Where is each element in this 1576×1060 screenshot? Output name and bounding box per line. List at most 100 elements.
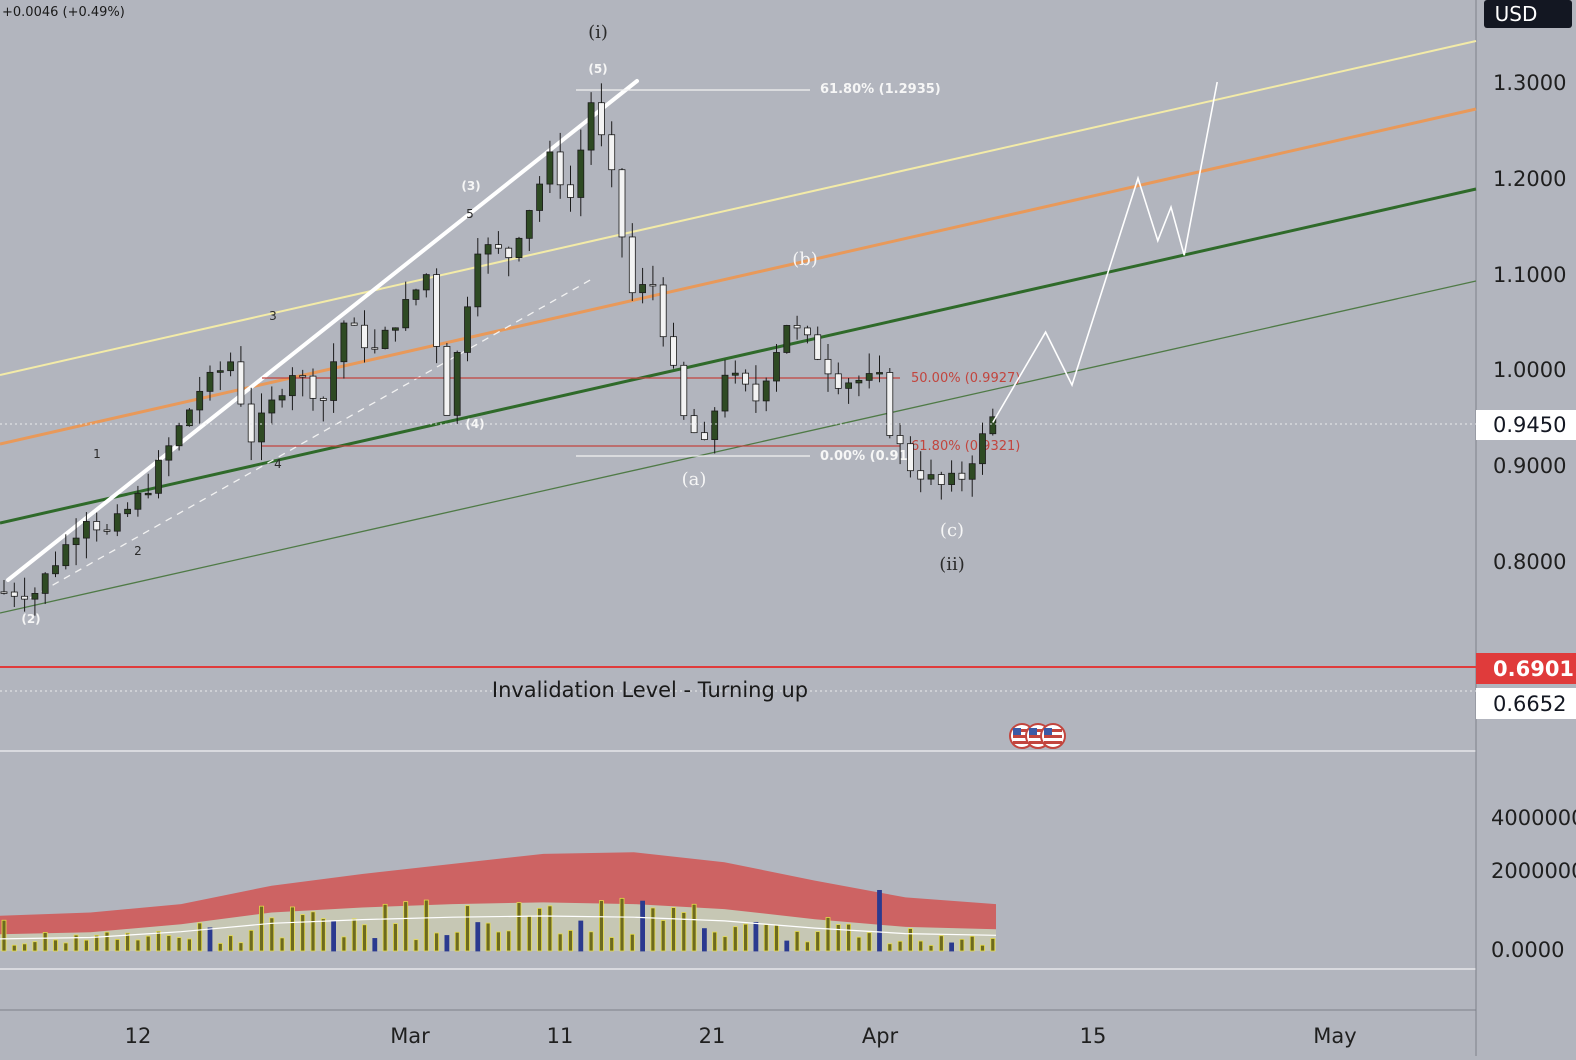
candle-body[interactable] (299, 375, 307, 378)
candle-body[interactable] (927, 474, 935, 480)
candle-body[interactable] (350, 322, 358, 326)
candle-body[interactable] (453, 352, 461, 416)
wave-projection-path[interactable] (992, 81, 1218, 423)
impulse-dashed-line[interactable] (29, 278, 593, 599)
candle-body[interactable] (907, 443, 914, 472)
candle-body[interactable] (834, 373, 842, 389)
candle-body[interactable] (464, 306, 471, 353)
candle-body[interactable] (711, 410, 719, 441)
green-channel-line[interactable] (0, 187, 1477, 525)
candle-body[interactable] (587, 102, 595, 151)
candle-body[interactable] (855, 379, 863, 384)
candle-body[interactable] (227, 361, 235, 372)
candle-body[interactable] (721, 374, 729, 412)
candle-body[interactable] (185, 409, 193, 427)
candle-body[interactable] (41, 573, 49, 594)
impulse-trendline[interactable] (6, 79, 639, 582)
candle-body[interactable] (628, 236, 636, 294)
candle-body[interactable] (21, 595, 29, 600)
candle-body[interactable] (701, 432, 708, 441)
candle-body[interactable] (258, 412, 265, 443)
fibonacci-upper[interactable]: 61.80% (1.2935) 0.00% (0.91 (576, 82, 941, 464)
candle-body[interactable] (845, 382, 852, 389)
candle-body[interactable] (93, 521, 101, 531)
currency-badge[interactable] (1484, 0, 1572, 28)
candle-body[interactable] (546, 151, 554, 185)
candle-body[interactable] (567, 184, 574, 198)
candle-body[interactable] (814, 334, 822, 360)
volume-axis[interactable]: 4000000 2000000 0.0000 (1491, 806, 1576, 962)
candle-body[interactable] (525, 210, 533, 239)
time-axis[interactable]: 12 Mar 11 21 Apr 15 May (125, 1024, 1357, 1048)
candle-body[interactable] (72, 537, 80, 546)
candle-body[interactable] (10, 591, 18, 597)
candle-body[interactable] (649, 284, 657, 287)
fibonacci-lower[interactable]: 50.00% (0.9927) 61.80% (0.9321) (262, 371, 1020, 454)
thin-green-channel-line[interactable] (0, 280, 1477, 614)
candle-body[interactable] (216, 370, 224, 373)
candle-body[interactable] (196, 390, 204, 411)
candle-body[interactable] (896, 435, 904, 445)
candle-body[interactable] (948, 472, 955, 485)
candle-body[interactable] (247, 403, 255, 443)
candle-body[interactable] (340, 322, 348, 363)
price-axis[interactable]: USD 1.3000 1.2000 1.1000 1.0000 0.9000 0… (1476, 0, 1576, 719)
candle-body[interactable] (474, 253, 482, 308)
candle-body[interactable] (237, 361, 245, 405)
candle-body[interactable] (505, 247, 513, 258)
candle-body[interactable] (639, 284, 646, 294)
candle-body[interactable] (62, 544, 70, 567)
candle-body[interactable] (402, 299, 410, 329)
candle-body[interactable] (155, 459, 162, 494)
candle-body[interactable] (412, 289, 420, 300)
lower-level-price-badge[interactable] (1476, 688, 1576, 719)
candle-body[interactable] (443, 346, 451, 416)
candle-body[interactable] (103, 529, 111, 532)
candle-body[interactable] (433, 274, 441, 347)
candle-body[interactable] (886, 372, 894, 436)
candle-body[interactable] (937, 474, 945, 485)
us-flag-icon[interactable] (1040, 723, 1066, 749)
candle-body[interactable] (484, 244, 492, 255)
orange-channel-line[interactable] (0, 107, 1477, 446)
candle-body[interactable] (670, 336, 677, 366)
candle-body[interactable] (618, 169, 626, 238)
current-price-badge[interactable] (1476, 410, 1576, 440)
candle-body[interactable] (330, 361, 338, 401)
candle-body[interactable] (680, 364, 688, 417)
candle-body[interactable] (144, 492, 152, 496)
candle-body[interactable] (752, 383, 760, 402)
candle-body[interactable] (958, 472, 966, 480)
candle-body[interactable] (793, 325, 801, 329)
candle-body[interactable] (536, 183, 543, 211)
candle-body[interactable] (494, 244, 502, 249)
candle-body[interactable] (381, 329, 389, 349)
candle-body[interactable] (608, 134, 616, 171)
candle-body[interactable] (659, 284, 667, 338)
economic-event-icons[interactable] (1009, 723, 1066, 749)
candle-body[interactable] (989, 416, 997, 435)
candle-body[interactable] (391, 327, 399, 331)
invalidation-price-badge[interactable] (1476, 653, 1576, 684)
candle-body[interactable] (165, 445, 173, 461)
yellow-channel-line[interactable] (0, 40, 1477, 376)
candle-body[interactable] (742, 372, 749, 385)
candle-body[interactable] (288, 375, 296, 397)
candle-body[interactable] (134, 492, 142, 510)
candle-body[interactable] (865, 373, 873, 381)
candle-body[interactable] (268, 399, 276, 414)
candle-body[interactable] (556, 151, 564, 186)
candle-body[interactable] (319, 397, 327, 401)
candle-body[interactable] (731, 372, 739, 376)
candle-body[interactable] (278, 395, 286, 401)
candle-body[interactable] (577, 149, 585, 198)
candle-body[interactable] (83, 521, 90, 539)
candle-body[interactable] (31, 593, 39, 600)
candle-body[interactable] (175, 425, 183, 447)
candle-body[interactable] (783, 325, 791, 353)
candle-body[interactable] (762, 380, 770, 402)
candle-body[interactable] (968, 463, 976, 480)
candle-body[interactable] (0, 591, 8, 594)
candle-body[interactable] (917, 470, 925, 480)
